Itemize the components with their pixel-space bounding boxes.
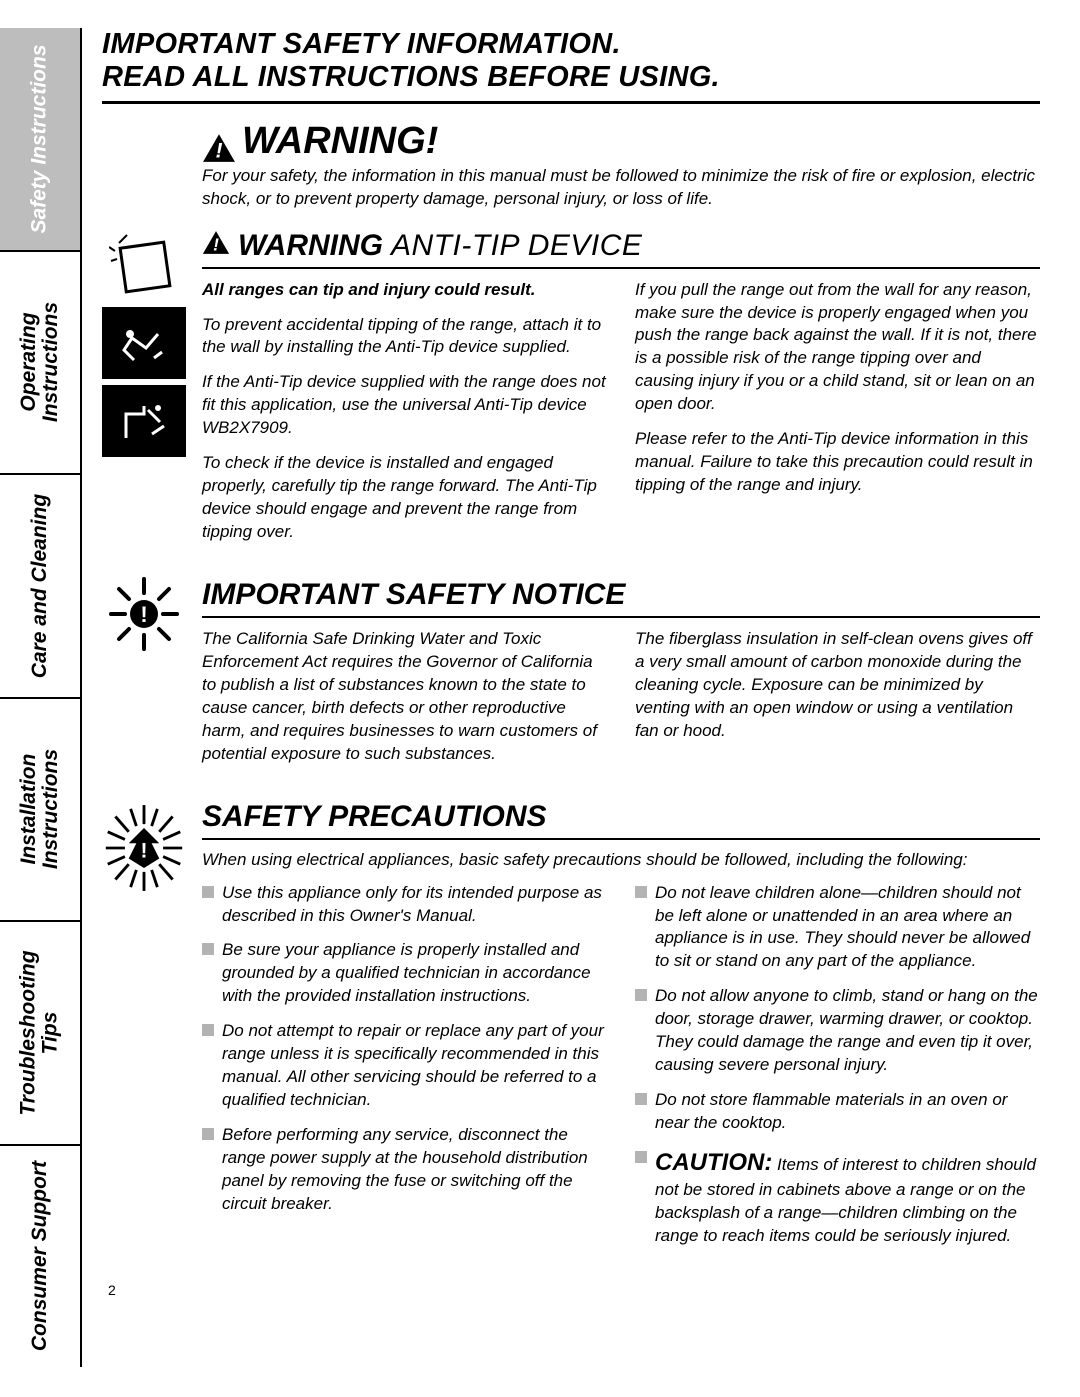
anti-tip-para: If the Anti-Tip device supplied with the…: [202, 371, 607, 440]
svg-text:!: !: [141, 839, 148, 862]
anti-tip-para: To check if the device is installed and …: [202, 452, 607, 544]
tab-installation-instructions[interactable]: InstallationInstructions: [0, 697, 82, 921]
anti-tip-bracket-icon: [102, 385, 186, 457]
tab-care-cleaning[interactable]: Care and Cleaning: [0, 473, 82, 697]
tab-troubleshooting-tips[interactable]: TroubleshootingTips: [0, 920, 82, 1144]
warning-subtext: For your safety, the information in this…: [202, 165, 1040, 211]
precaution-item: Use this appliance only for its intended…: [202, 882, 607, 928]
warning-triangle-icon: !: [202, 230, 230, 255]
notice-heading: IMPORTANT SAFETY NOTICE: [202, 578, 625, 612]
anti-tip-para: To prevent accidental tipping of the ran…: [202, 314, 607, 360]
page-title: IMPORTANT SAFETY INFORMATION. READ ALL I…: [102, 28, 1040, 104]
section-safety-notice: ! IMPORTANT SAFETY NOTICE The California…: [102, 578, 1040, 778]
burst-icon: !: [102, 800, 186, 896]
title-line-1: IMPORTANT SAFETY INFORMATION.: [102, 28, 621, 60]
svg-text:!: !: [215, 138, 222, 162]
anti-tip-para: If you pull the range out from the wall …: [635, 279, 1040, 417]
warning-heading: WARNING!: [242, 120, 438, 163]
anti-tip-warning-word: WARNING: [238, 229, 383, 263]
alert-flash-icon: !: [102, 578, 186, 650]
manual-page-icon: [102, 229, 186, 301]
svg-text:!: !: [140, 602, 147, 627]
precaution-item: Do not attempt to repair or replace any …: [202, 1020, 607, 1112]
precautions-heading: SAFETY PRECAUTIONS: [202, 800, 547, 834]
caution-label: CAUTION:: [655, 1149, 772, 1176]
sidebar-tabs: Safety Instructions OperatingInstruction…: [0, 0, 82, 1397]
section-anti-tip: ! WARNING ANTI-TIP DEVICE All ranges can…: [102, 229, 1040, 556]
warning-block: ! WARNING! For your safety, the informat…: [202, 120, 1040, 211]
notice-left: The California Safe Drinking Water and T…: [202, 628, 607, 766]
tab-operating-instructions[interactable]: OperatingInstructions: [0, 250, 82, 474]
tab-safety-instructions[interactable]: Safety Instructions: [0, 28, 82, 250]
precaution-item: Do not allow anyone to climb, stand or h…: [635, 985, 1040, 1077]
precaution-item: Be sure your appliance is properly insta…: [202, 939, 607, 1008]
precautions-intro: When using electrical appliances, basic …: [202, 850, 1040, 870]
page-number: 2: [108, 1282, 1040, 1298]
anti-tip-heading: ANTI-TIP DEVICE: [391, 229, 642, 263]
precaution-item: Do not leave children alone—children sho…: [635, 882, 1040, 974]
title-line-2: READ ALL INSTRUCTIONS BEFORE USING.: [102, 61, 720, 93]
main-content: IMPORTANT SAFETY INFORMATION. READ ALL I…: [82, 0, 1080, 1397]
section-precautions: ! SAFETY PRECAUTIONS When using electric…: [102, 800, 1040, 1261]
svg-text:!: !: [213, 234, 219, 254]
anti-tip-lead: All ranges can tip and injury could resu…: [202, 279, 607, 302]
precaution-item: Do not store flammable materials in an o…: [635, 1089, 1040, 1135]
warning-triangle-icon: !: [202, 133, 236, 163]
precaution-item: Before performing any service, disconnec…: [202, 1124, 607, 1216]
precaution-caution-item: CAUTION: Items of interest to children s…: [635, 1147, 1040, 1248]
notice-right: The fiberglass insulation in self-clean …: [635, 628, 1040, 743]
tab-consumer-support[interactable]: Consumer Support: [0, 1144, 82, 1368]
anti-tip-para: Please refer to the Anti-Tip device info…: [635, 428, 1040, 497]
tipping-range-icon: [102, 307, 186, 379]
